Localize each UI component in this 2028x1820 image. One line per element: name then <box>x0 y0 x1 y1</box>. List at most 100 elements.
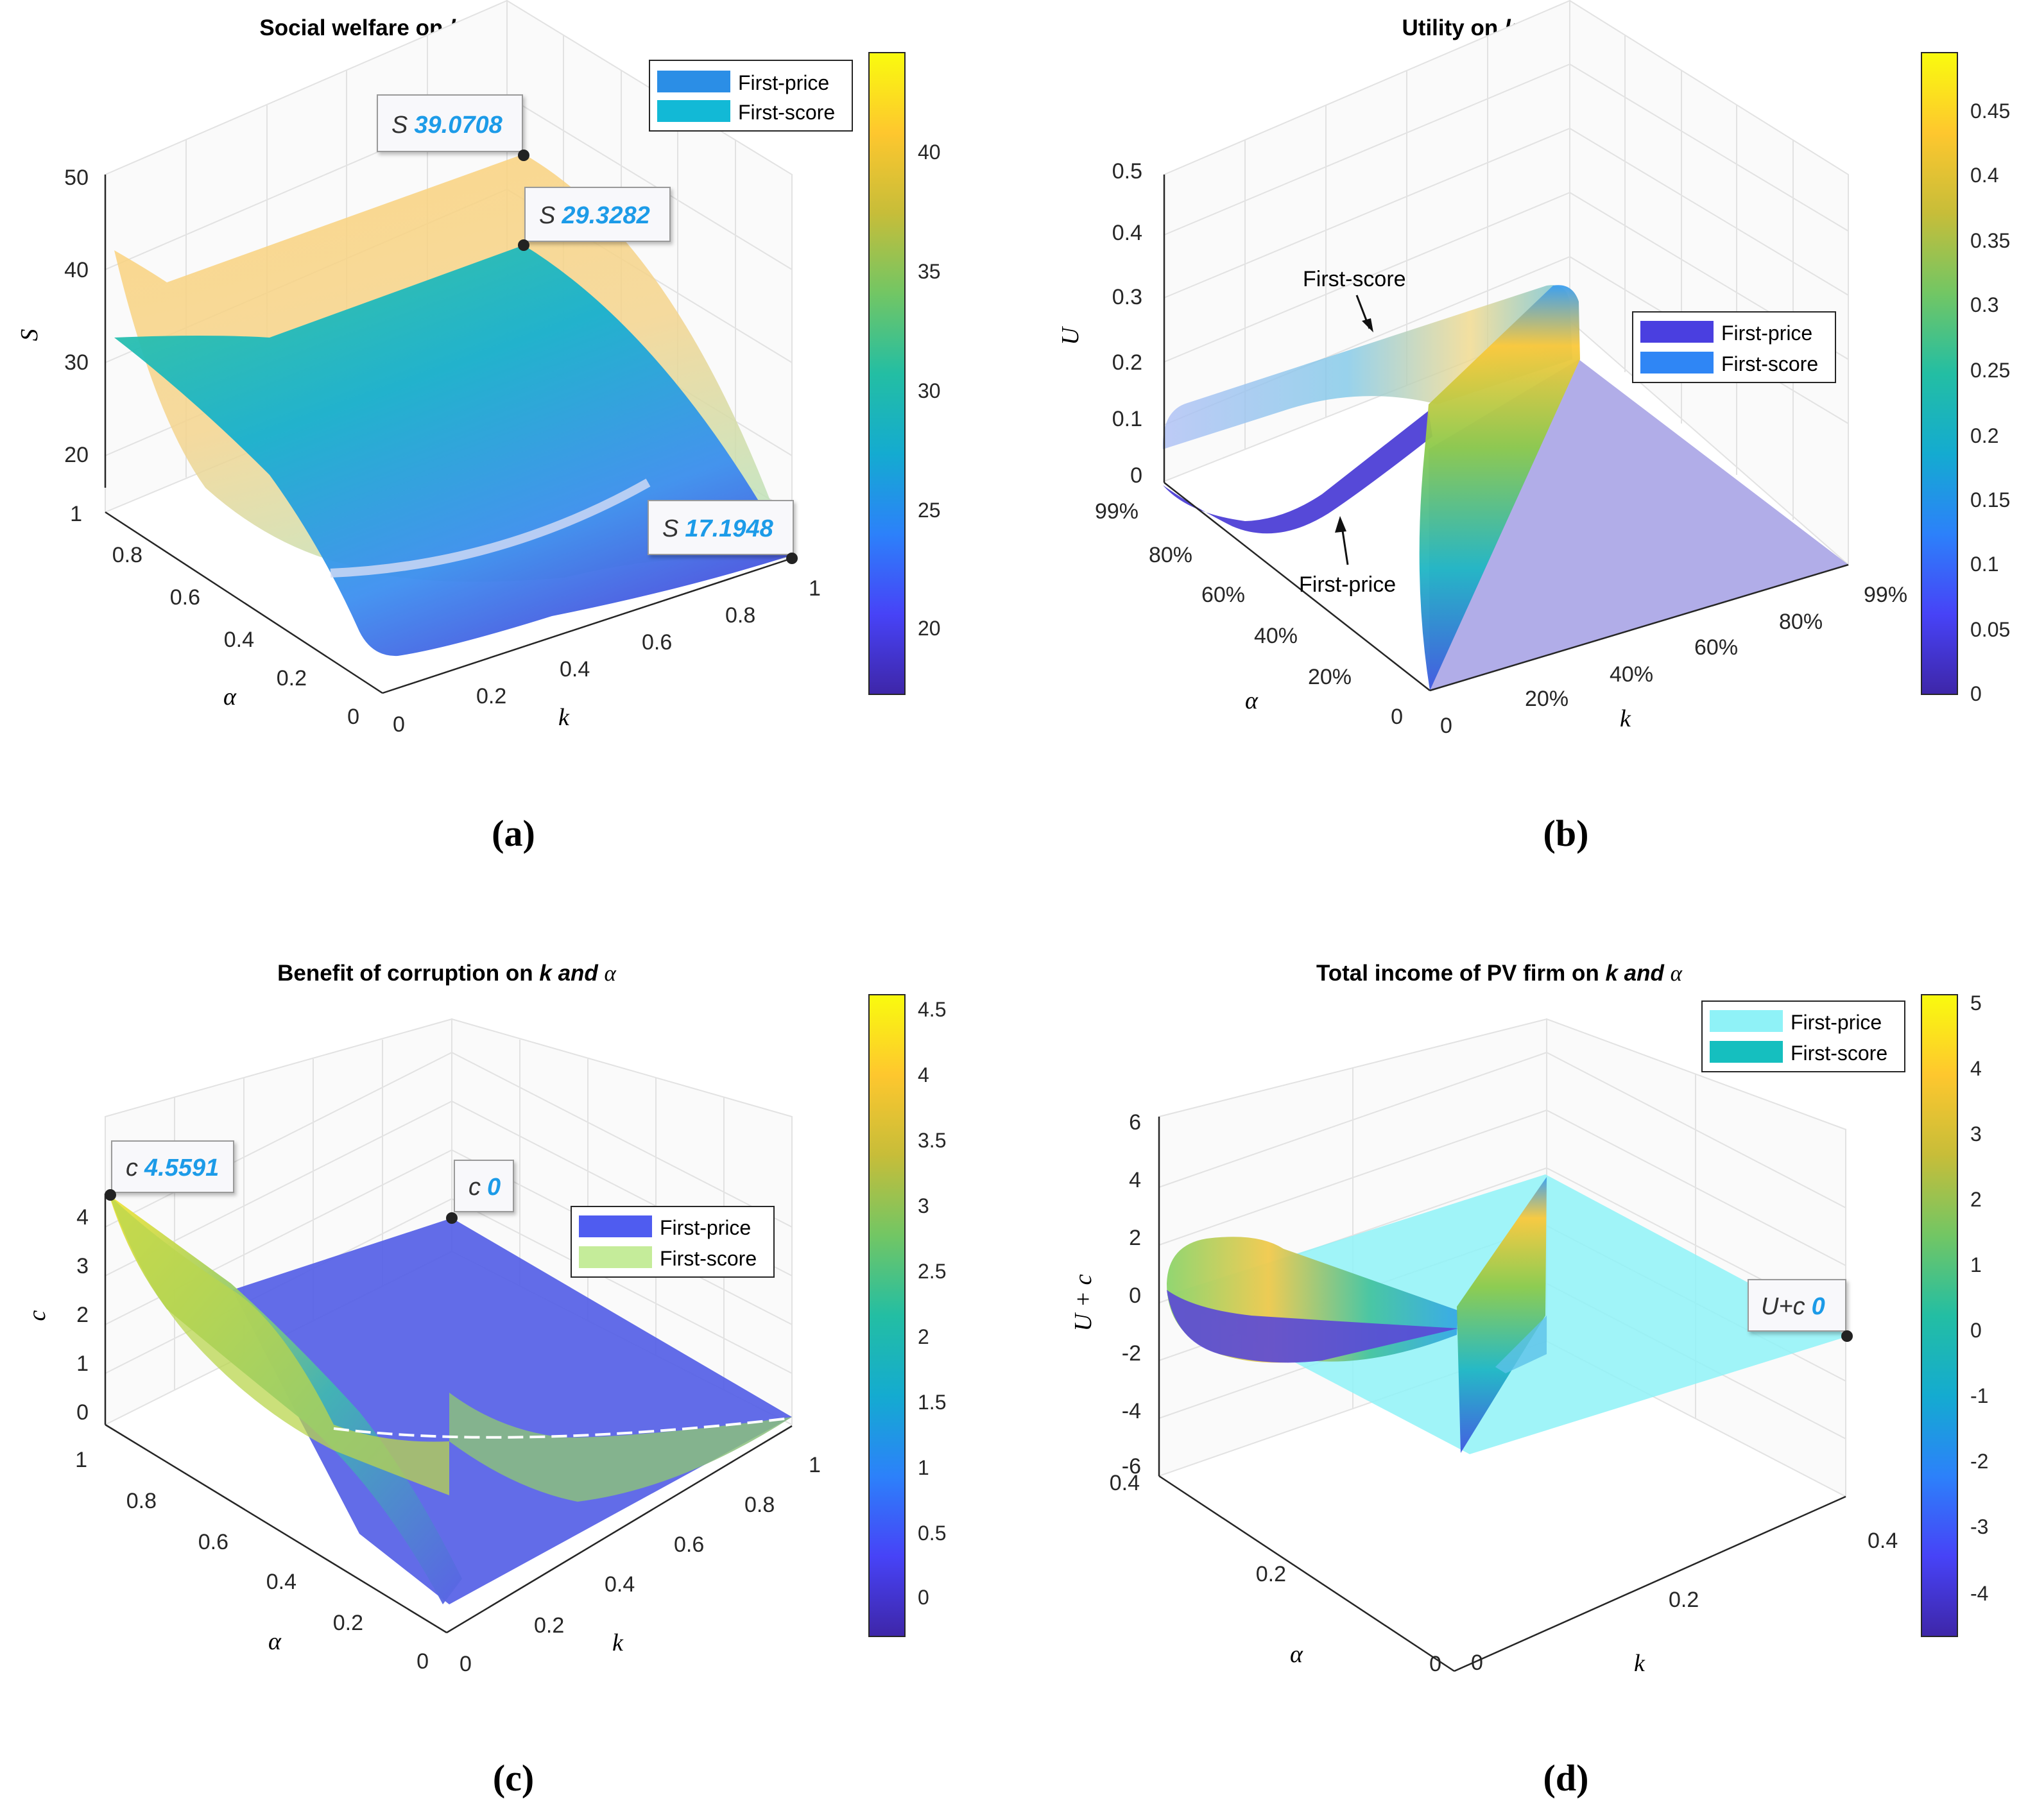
panel-a-surfaces <box>114 154 791 657</box>
panel-d-grid-line <box>1158 1110 1547 1246</box>
panel-b-axis-lines <box>1163 175 1849 692</box>
colorbar-tick: 4.5 <box>918 998 946 1021</box>
panel-a-datatip-2[interactable]: S 29.3282 <box>524 187 671 242</box>
x-tick: 60% <box>1694 635 1738 660</box>
panel-c-x-label: k <box>612 1629 624 1656</box>
panel-b-y-ticks: 0 20% 40% 60% 80% 99% <box>1095 499 1403 729</box>
z-tick: 50 <box>64 166 89 190</box>
panel-b-caption: (b) <box>1543 812 1589 854</box>
z-tick: -6 <box>1122 1454 1141 1479</box>
y-tick: 0.4 <box>266 1570 296 1594</box>
panel-a-legend[interactable]: First-price First-score <box>649 60 853 132</box>
colorbar-tick: 4 <box>918 1063 929 1086</box>
legend-label: First-price <box>1721 322 1812 345</box>
panel-d-title: Total income of PV firm on k and α <box>1316 961 1683 986</box>
colorbar-tick: 0 <box>918 1586 929 1609</box>
colorbar-tick: -4 <box>1970 1582 1988 1605</box>
colorbar-tick: 3.5 <box>918 1129 946 1152</box>
x-tick: 0.6 <box>642 630 672 655</box>
panel-d: Total income of PV firm on k and α <box>1070 961 1988 1799</box>
colorbar-tick: 0.25 <box>1970 359 2010 382</box>
legend-swatch <box>657 100 730 122</box>
panel-d-z-label: U + c <box>1070 1274 1097 1331</box>
panel-c-grid-line <box>451 1198 793 1374</box>
panel-b-legend[interactable]: First-price First-score <box>1632 311 1836 383</box>
y-tick: 0.2 <box>1256 1562 1286 1586</box>
x-tick: 0.8 <box>725 603 755 628</box>
colorbar-tick: 5 <box>1970 992 1982 1015</box>
panel-a-y-axis <box>105 511 383 694</box>
panel-a-datatip-1[interactable]: S 39.0708 <box>377 94 523 152</box>
y-tick: 0.4 <box>1110 1471 1140 1495</box>
svg-text:S17.1948: S 17.1948 <box>662 515 774 542</box>
panel-a-datatip-2-marker <box>518 239 529 251</box>
panel-c-x-ticks: 0 0.2 0.4 0.6 0.8 1 <box>460 1453 821 1676</box>
panel-d-shard <box>1495 1316 1547 1373</box>
x-tick: 0 <box>393 712 405 737</box>
legend-swatch <box>1640 352 1714 373</box>
panel-c-surface-first-price <box>232 1218 792 1604</box>
panel-b-y-label: α <box>1245 687 1259 714</box>
z-tick: 6 <box>1129 1110 1141 1135</box>
panel-a-colorbar-ticks: 20 25 30 35 40 <box>918 141 941 640</box>
legend-label: First-price <box>738 71 829 94</box>
colorbar-tick: 25 <box>918 499 941 522</box>
panel-c-grid-line <box>451 1052 793 1228</box>
x-tick: 0.4 <box>1868 1529 1898 1553</box>
panel-c-y-axis <box>105 1423 447 1634</box>
panel-d-y-axis <box>1158 1475 1455 1672</box>
panel-b-x-label: k <box>1620 705 1631 732</box>
panel-a-x-label: k <box>558 704 570 731</box>
legend-swatch <box>1710 1041 1783 1063</box>
colorbar-tick: -1 <box>1970 1384 1988 1407</box>
y-tick: 40% <box>1254 624 1298 648</box>
z-tick: 2 <box>76 1303 89 1327</box>
panel-d-legend[interactable]: First-price First-score <box>1701 1000 1905 1072</box>
panel-b-surface-fin <box>1419 285 1580 691</box>
colorbar-tick: 0 <box>1970 1319 1982 1342</box>
panel-a-datatip-3[interactable]: S 17.1948 <box>648 500 794 555</box>
panel-b-axes-box <box>1164 0 1849 567</box>
datatip-value: 29.3282 <box>561 202 649 229</box>
z-tick: 0.1 <box>1112 407 1142 431</box>
x-tick: 0.2 <box>476 684 506 708</box>
panel-d-x-label: k <box>1634 1650 1646 1677</box>
panel-b-arrowhead-first-score <box>1362 318 1373 332</box>
panel-b-annotation-first-price: First-price <box>1299 572 1396 597</box>
x-tick: 20% <box>1525 687 1568 711</box>
panel-a-y-label: α <box>223 683 237 710</box>
colorbar-tick: 2 <box>1970 1188 1982 1211</box>
z-tick: 0.3 <box>1112 285 1142 309</box>
panel-a: Social welfare on k and α <box>16 0 941 854</box>
panel-c-colorbar <box>868 994 906 1637</box>
z-tick: 4 <box>76 1205 89 1230</box>
panel-a-z-label: S <box>16 329 43 341</box>
panel-b-z-label: U <box>1057 326 1084 345</box>
legend-swatch <box>1640 321 1714 343</box>
panel-a-datatip-3-marker <box>786 553 798 564</box>
colorbar-tick: 0.15 <box>1970 488 2010 511</box>
panel-c-axis-lines <box>104 1194 793 1634</box>
panel-c-datatip-1[interactable]: c 4.5591 <box>111 1140 234 1193</box>
x-tick: 99% <box>1864 583 1907 607</box>
panel-c-y-label: α <box>268 1628 282 1655</box>
panel-c-caption: (c) <box>493 1757 534 1799</box>
panel-d-datatip-1[interactable]: U+c 0 <box>1748 1279 1846 1332</box>
panel-c-surface-first-score-right <box>449 1393 792 1502</box>
legend-swatch <box>1710 1010 1783 1032</box>
colorbar-tick: 2.5 <box>918 1260 946 1283</box>
z-tick: -2 <box>1122 1341 1141 1366</box>
panel-a-caption: (a) <box>492 812 535 854</box>
y-tick: 0.8 <box>112 543 142 567</box>
panel-d-z-ticks: -6 -4 -2 0 2 4 6 <box>1122 1110 1141 1479</box>
legend-swatch <box>579 1215 652 1237</box>
panel-d-grid-line <box>1158 1052 1547 1188</box>
legend-swatch <box>579 1246 652 1268</box>
panel-c-legend[interactable]: First-price First-score <box>571 1206 775 1278</box>
panel-d-grid-line <box>1546 1052 1846 1208</box>
colorbar-tick: 0.2 <box>1970 424 1998 447</box>
panel-b-arrowhead-first-price <box>1335 516 1346 533</box>
datatip-var: S <box>391 112 408 139</box>
panel-a-ridge-line <box>330 478 651 578</box>
